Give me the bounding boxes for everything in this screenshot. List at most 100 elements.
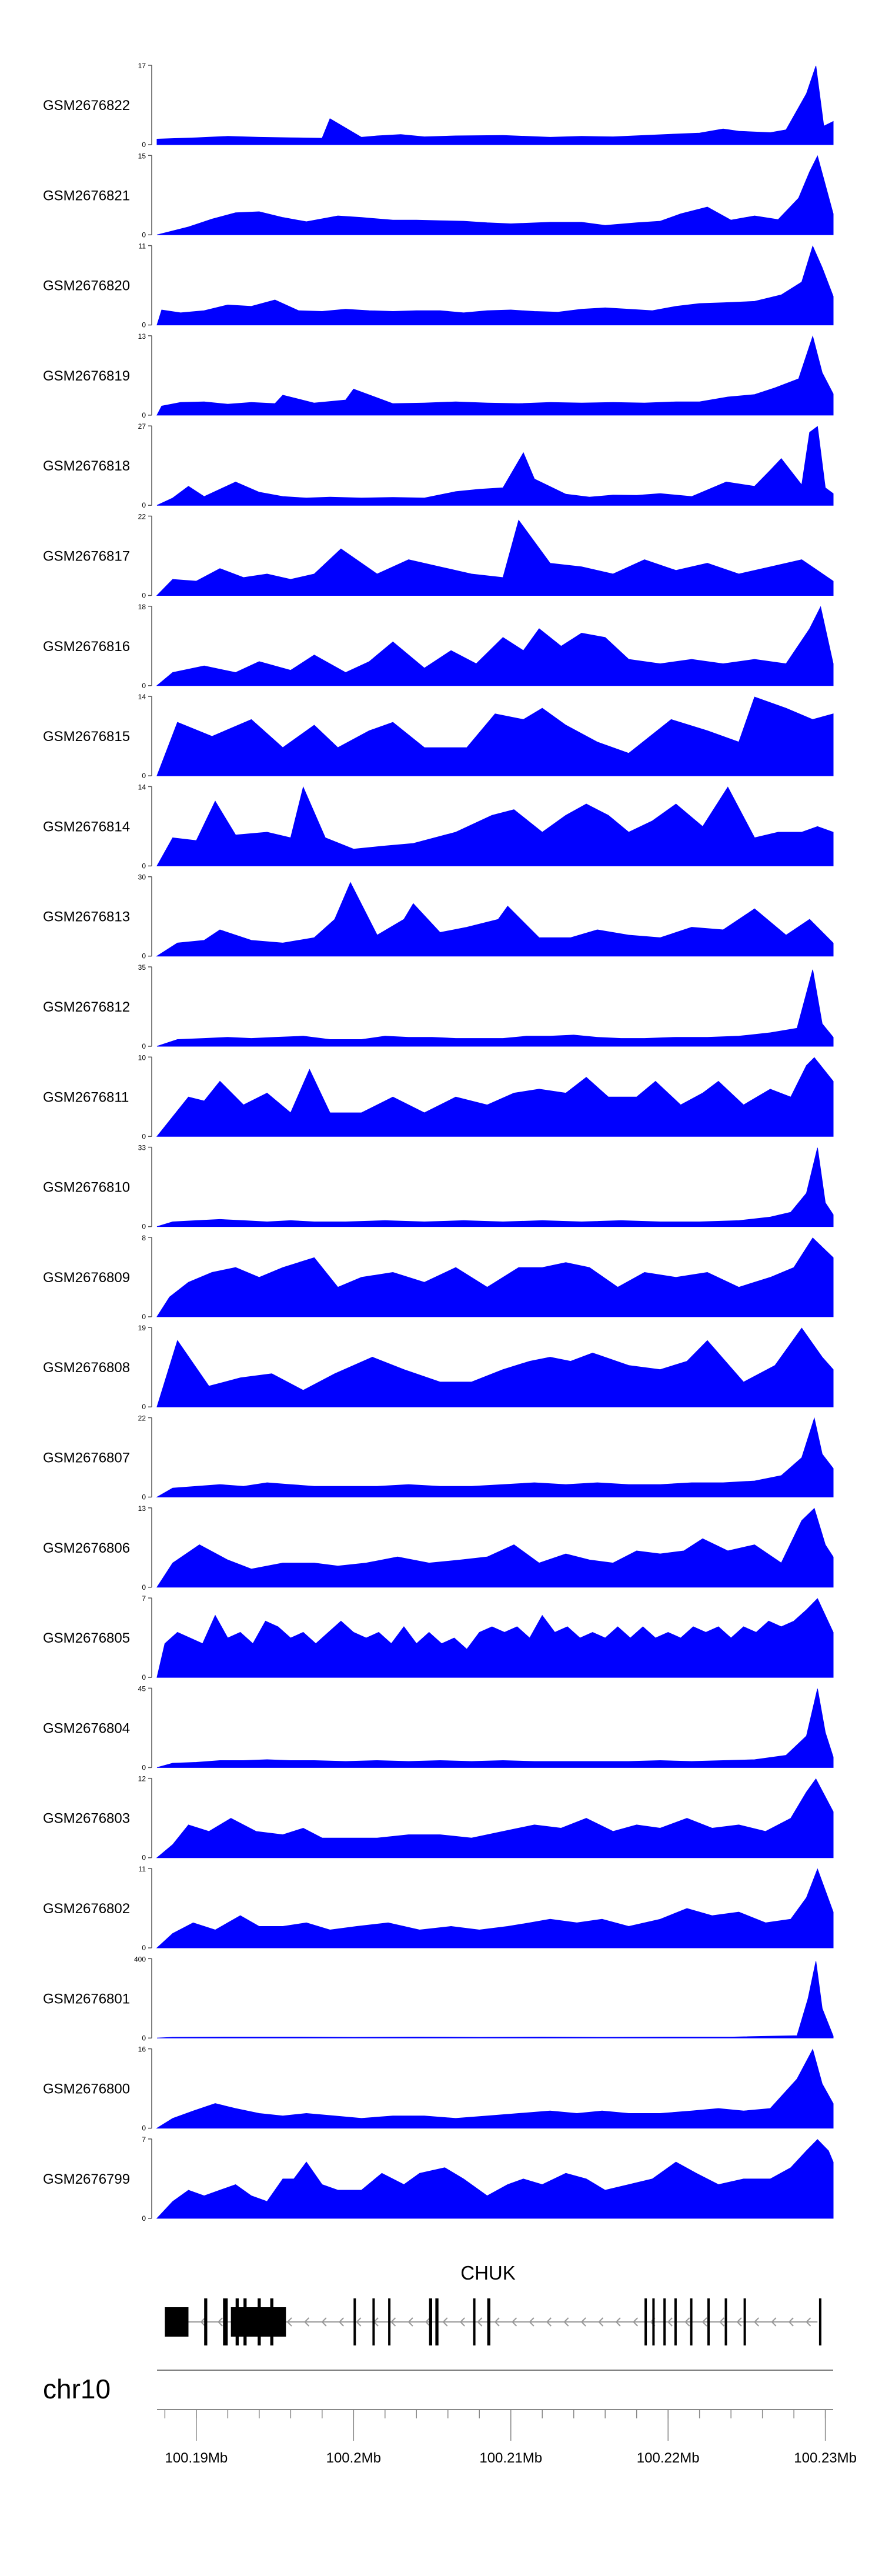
y-axis-min-label: 0 [142, 1673, 146, 1681]
strand-arrow-icon [684, 2317, 690, 2327]
coverage-area [156, 1778, 834, 1858]
track-GSM2676821: GSM2676821 15 0 [43, 152, 834, 239]
strand-arrow-icon [546, 2317, 552, 2327]
y-axis-min-label: 0 [142, 1132, 146, 1140]
strand-arrow-icon [390, 2317, 396, 2327]
coverage-area [156, 519, 834, 596]
y-axis-min-label: 0 [142, 231, 146, 239]
coverage-area [156, 969, 834, 1047]
y-axis-max-label: 18 [138, 603, 146, 611]
exon [429, 2298, 432, 2345]
strand-arrow-icon [529, 2317, 534, 2327]
exon [388, 2298, 391, 2345]
track-label: GSM2676818 [43, 458, 130, 474]
track-GSM2676817: GSM2676817 22 0 [43, 513, 834, 600]
strand-arrow-icon [615, 2317, 621, 2327]
track-GSM2676802: GSM2676802 11 0 [43, 1865, 834, 1952]
coverage-tracks: GSM2676822170GSM2676821150GSM2676820110G… [43, 62, 834, 2223]
strand-arrow-icon [667, 2317, 673, 2327]
exon [235, 2298, 239, 2345]
y-axis-min-label: 0 [142, 682, 146, 690]
exon [644, 2298, 647, 2345]
strand-arrow-icon [200, 2317, 206, 2327]
track-GSM2676818: GSM2676818 27 0 [43, 422, 834, 509]
coverage-area [156, 1057, 834, 1137]
y-axis-min-label: 0 [142, 501, 146, 509]
y-axis-min-label: 0 [142, 411, 146, 419]
track-GSM2676807: GSM2676807 22 0 [43, 1414, 834, 1501]
strand-arrow-icon [771, 2317, 777, 2327]
y-axis-max-label: 27 [138, 422, 146, 431]
strand-arrow-icon [407, 2317, 413, 2327]
exon [674, 2298, 677, 2345]
coverage-area [156, 426, 834, 506]
track-label: GSM2676813 [43, 909, 130, 925]
strand-arrow-icon [736, 2317, 742, 2327]
exon [707, 2298, 710, 2345]
exon [223, 2298, 228, 2345]
track-label: GSM2676812 [43, 999, 130, 1015]
y-axis-min-label: 0 [142, 1944, 146, 1952]
strand-arrow-icon [580, 2317, 586, 2327]
exon [663, 2298, 666, 2345]
exon [724, 2298, 727, 2345]
track-label: GSM2676819 [43, 368, 130, 384]
y-axis-max-label: 15 [138, 152, 146, 160]
y-axis-max-label: 33 [138, 1144, 146, 1152]
exon [165, 2307, 189, 2337]
track-GSM2676819: GSM2676819 13 0 [43, 332, 834, 419]
track-GSM2676812: GSM2676812 35 0 [43, 963, 834, 1050]
track-label: GSM2676800 [43, 2081, 130, 2097]
track-GSM2676806: GSM2676806 13 0 [43, 1504, 834, 1591]
track-GSM2676822: GSM2676822 17 0 [43, 62, 834, 149]
strand-arrow-icon [321, 2317, 327, 2327]
y-axis-max-label: 400 [134, 1955, 146, 1963]
y-axis-min-label: 0 [142, 1854, 146, 1862]
y-axis-min-label: 0 [142, 1403, 146, 1411]
coverage-area [156, 2048, 834, 2129]
y-axis-max-label: 8 [142, 1234, 146, 1242]
track-GSM2676801: GSM2676801 400 0 [43, 1955, 834, 2042]
gene-track: CHUK [165, 2262, 821, 2345]
chromosome-label: chr10 [43, 2374, 111, 2404]
y-axis-max-label: 13 [138, 1504, 146, 1513]
strand-arrow-icon [632, 2317, 639, 2327]
strand-arrow-icon [425, 2317, 431, 2327]
y-axis-max-label: 30 [138, 873, 146, 882]
strand-arrow-icon [303, 2317, 310, 2327]
y-axis-max-label: 14 [138, 693, 146, 701]
track-GSM2676814: GSM2676814 14 0 [43, 783, 834, 870]
axis-tick-label: 100.21Mb [479, 2450, 542, 2466]
y-axis-max-label: 22 [138, 1414, 146, 1423]
y-axis-min-label: 0 [142, 1583, 146, 1591]
y-axis-min-label: 0 [142, 772, 146, 780]
chromosome-track: chr10 [43, 2370, 833, 2404]
track-label: GSM2676807 [43, 1450, 130, 1466]
y-axis-max-label: 16 [138, 2046, 146, 2054]
axis-ticks: 100.19Mb 100.2Mb 100.21Mb 100.22Mb 100.23Mb [164, 2410, 857, 2466]
y-axis-max-label: 11 [139, 1865, 146, 1873]
axis-tick-label: 100.2Mb [326, 2450, 381, 2466]
strand-arrow-icon [442, 2317, 448, 2327]
track-label: GSM2676816 [43, 639, 130, 655]
y-axis-min-label: 0 [142, 2214, 146, 2223]
y-axis-max-label: 35 [138, 963, 146, 972]
y-axis-max-label: 7 [142, 2135, 146, 2144]
exon [690, 2298, 693, 2345]
track-GSM2676820: GSM2676820 11 0 [43, 242, 834, 329]
y-axis-min-label: 0 [142, 1313, 146, 1321]
y-axis-max-label: 12 [138, 1775, 146, 1783]
strand-arrow-icon [512, 2317, 517, 2327]
strand-arrow-icon [806, 2317, 811, 2327]
track-label: GSM2676811 [43, 1089, 129, 1105]
track-label: GSM2676808 [43, 1360, 130, 1376]
coverage-area [156, 1598, 834, 1678]
coverage-area [156, 1507, 834, 1588]
exon [435, 2298, 439, 2345]
coverage-area [156, 335, 834, 416]
y-axis-min-label: 0 [142, 862, 146, 870]
coverage-area [156, 1147, 834, 1227]
exon [652, 2298, 655, 2345]
coverage-area [156, 606, 834, 686]
coverage-area [156, 1961, 834, 2038]
